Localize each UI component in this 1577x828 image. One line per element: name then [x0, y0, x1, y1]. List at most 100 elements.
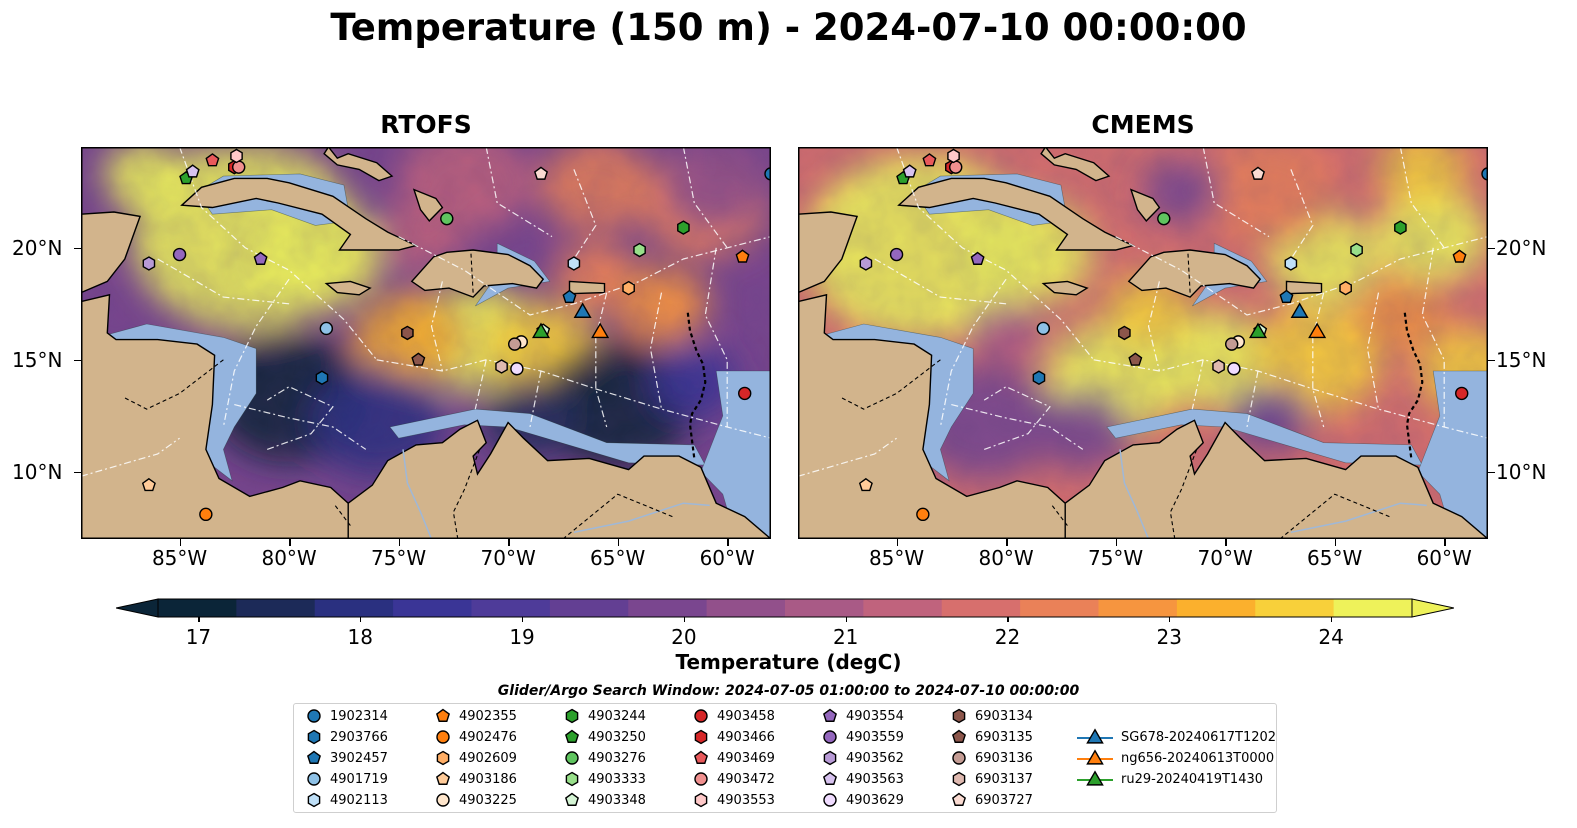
legend-item: 4903562: [822, 749, 904, 767]
colorbar-segment: [471, 599, 551, 617]
legend-glyph: [307, 792, 321, 808]
search-window-label: Glider/Argo Search Window: 2024-07-05 01…: [497, 683, 1080, 699]
legend-glyph: [565, 792, 579, 806]
legend-item: 4903333: [564, 770, 646, 788]
legend-triangle: [1086, 770, 1104, 786]
legend-label: 3902457: [330, 750, 388, 766]
marker-4903629: [510, 362, 524, 376]
legend-marker: [694, 709, 708, 723]
legend-label: 4903466: [717, 729, 775, 745]
marker-4903553: [230, 148, 243, 164]
colorbar-segment: [549, 599, 629, 617]
tick-mark: [1169, 617, 1171, 622]
marker-ru29-20240419T1430: [531, 322, 551, 339]
lon-tick-label: 80°W: [261, 546, 317, 570]
marker-4903276: [1157, 211, 1171, 226]
colorbar-segment: [1098, 599, 1178, 617]
lon-tick-label: 85°W: [868, 546, 925, 570]
legend-marker: [1077, 749, 1113, 765]
tick-mark: [845, 617, 847, 622]
legend-item: 4903250: [564, 728, 646, 746]
legend-triangle: [1086, 749, 1104, 765]
colorbar-segment: [785, 599, 864, 617]
marker-4903186: [858, 477, 873, 492]
legend-item: SG678-20240617T1202: [1077, 728, 1276, 746]
colorbar-tick-label: 22: [994, 625, 1021, 649]
legend-label: 1902314: [330, 708, 388, 724]
marker-SG678-20240617T1202: [1290, 302, 1309, 318]
marker-4903562: [142, 256, 156, 271]
lon-tick-label: 80°W: [978, 546, 1034, 570]
colorbar-title: Temperature (degC): [675, 650, 902, 674]
temperature-colorbar: [116, 598, 1454, 618]
legend-item: 4903186: [435, 770, 517, 788]
legend-label: ru29-20240419T1430: [1121, 771, 1264, 787]
legend-marker: [823, 771, 837, 785]
lon-tick-label: 85°W: [151, 546, 208, 570]
colorbar-tick-label: 17: [185, 625, 212, 649]
marker-3902457: [562, 289, 577, 304]
colorbar-segment: [1333, 599, 1413, 617]
legend-glyph: [694, 750, 708, 764]
legend-label: 6903134: [975, 708, 1033, 724]
legend-item: 4903458: [693, 707, 775, 725]
lat-tick-label: 10°N: [1496, 459, 1547, 484]
legend-item: 6903727: [951, 791, 1033, 809]
marker-6903135: [411, 352, 426, 366]
panel-title-cmems: CMEMS: [1091, 110, 1195, 139]
lon-tick-label: 75°W: [1087, 546, 1144, 570]
legend-label: 4903348: [588, 792, 646, 808]
legend-item: 6903136: [951, 749, 1033, 767]
legend-item: 6903134: [951, 707, 1033, 725]
tick-mark: [896, 539, 899, 546]
marker-4902476: [199, 507, 213, 522]
marker-4902476: [916, 507, 930, 522]
legend-marker: [436, 708, 450, 722]
colorbar-tick-label: 23: [1156, 625, 1182, 649]
legend-glyph: [823, 793, 837, 807]
marker-4902355: [1452, 249, 1467, 263]
tick-mark: [74, 471, 81, 474]
legend-marker: [565, 792, 579, 806]
legend-item: 4903276: [564, 749, 646, 767]
tick-mark: [522, 617, 524, 622]
legend-marker: [823, 750, 837, 766]
legend: 1902314 2903766 3902457 4901719 4902113 49023…: [293, 703, 1277, 813]
legend-item: 4903225: [435, 791, 517, 809]
tick-mark: [1007, 617, 1009, 622]
legend-label: 4902113: [330, 792, 388, 808]
legend-marker: [565, 729, 579, 743]
marker-4903469: [922, 153, 937, 167]
legend-marker: [436, 771, 450, 785]
legend-item: 4903554: [822, 707, 904, 725]
legend-marker: [823, 730, 837, 744]
legend-marker: [307, 750, 321, 764]
legend-glyph: [565, 708, 579, 724]
colorbar-tick-label: 20: [671, 625, 697, 649]
legend-marker: [307, 792, 321, 808]
lon-tick-label: 60°W: [1416, 546, 1472, 570]
legend-label: 4903562: [846, 750, 904, 766]
colorbar-segment: [628, 599, 708, 617]
tick-mark: [1006, 539, 1008, 546]
marker-4902113: [567, 256, 581, 271]
legend-marker: [694, 729, 708, 745]
legend-marker: [565, 708, 579, 724]
tick-mark: [289, 539, 291, 546]
legend-glyph: [307, 750, 321, 764]
tick-mark: [617, 539, 620, 546]
legend-glyph: [307, 729, 321, 745]
colorbar-tick-label: 18: [347, 625, 373, 649]
marker-2903766: [1032, 370, 1046, 386]
marker-4903333: [1350, 242, 1363, 258]
marker-ng656-20240613T0000: [591, 322, 610, 339]
lon-tick-label: 65°W: [1307, 546, 1363, 570]
legend-item: 4903629: [822, 791, 904, 809]
tick-mark: [74, 247, 81, 250]
legend-label: 4902355: [459, 708, 517, 724]
legend-item: 4902113: [306, 791, 388, 809]
legend-item: ng656-20240613T0000: [1077, 749, 1274, 767]
tick-mark: [508, 539, 510, 546]
marker-4903563: [902, 164, 917, 178]
colorbar-segment: [393, 599, 472, 617]
